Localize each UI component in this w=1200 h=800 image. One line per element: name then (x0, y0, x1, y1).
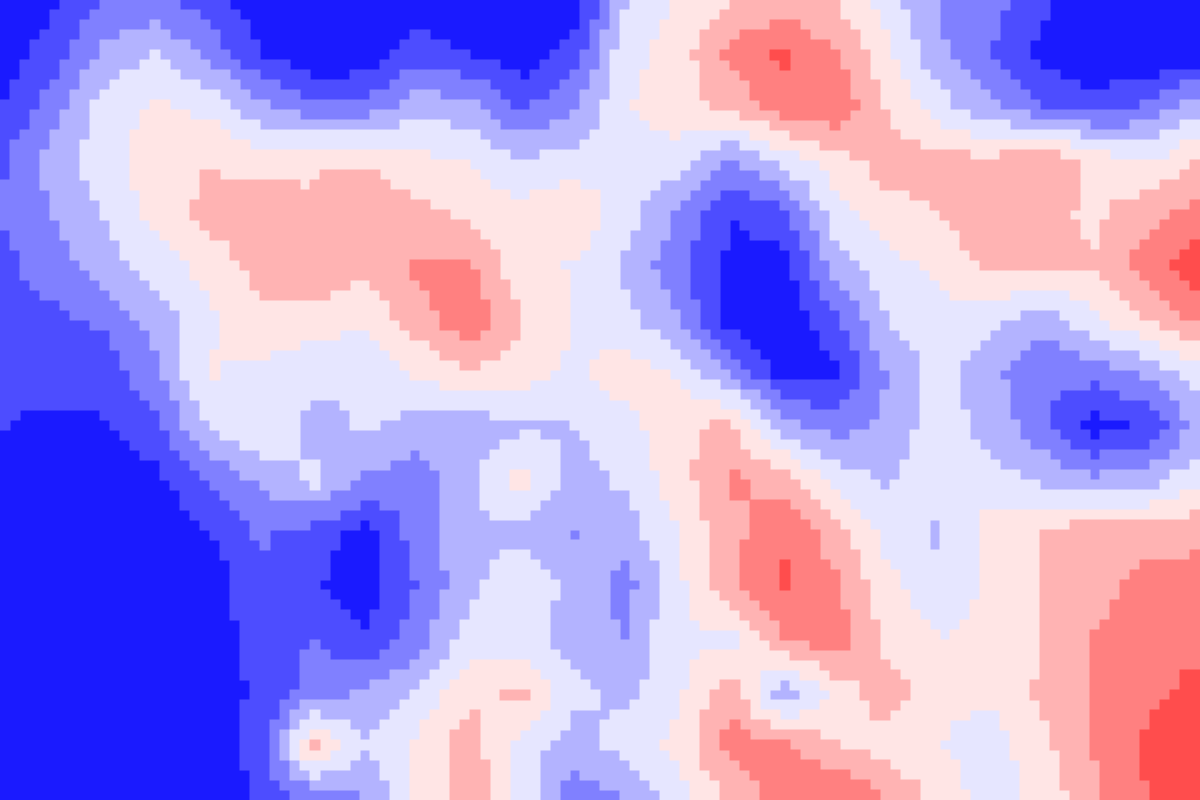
contour-band-7 (409, 19, 1200, 800)
contour-band-8 (769, 49, 1200, 800)
